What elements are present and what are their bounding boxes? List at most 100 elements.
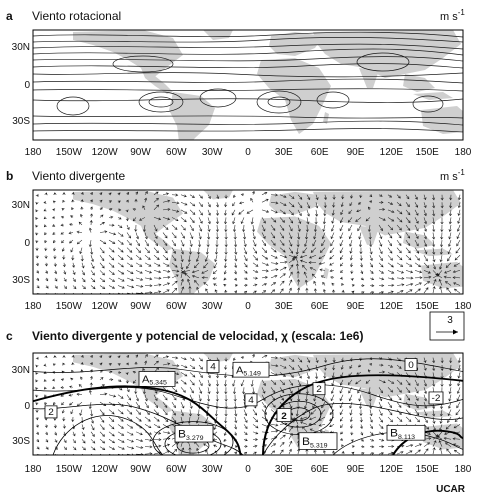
- wind-arrow: [414, 239, 419, 247]
- lon-tick-label: 0: [245, 301, 251, 312]
- wind-arrow: [45, 270, 48, 274]
- wind-arrow: [231, 209, 236, 216]
- wind-arrow: [279, 364, 287, 369]
- wind-arrow: [405, 194, 410, 200]
- wind-arrow: [153, 247, 159, 254]
- wind-arrow: [189, 209, 196, 215]
- wind-arrow: [186, 262, 191, 269]
- wind-arrow: [144, 232, 148, 240]
- wind-arrow: [180, 240, 185, 247]
- wind-arrow: [288, 232, 293, 240]
- wind-arrow: [309, 267, 317, 271]
- wind-arrow: [117, 277, 125, 282]
- wind-arrow: [270, 232, 276, 239]
- wind-arrow: [288, 217, 294, 224]
- wind-arrow: [252, 240, 257, 247]
- wind-arrow: [108, 285, 116, 289]
- wind-arrow: [340, 202, 344, 208]
- wind-arrow: [135, 191, 138, 195]
- wind-arrow: [423, 409, 428, 417]
- wind-arrow: [207, 379, 211, 387]
- wind-arrow: [180, 202, 188, 206]
- wind-arrow: [368, 394, 372, 402]
- wind-arrow: [302, 247, 308, 254]
- lon-tick-label: 180: [455, 301, 472, 312]
- wind-arrow: [51, 378, 56, 382]
- wind-arrow: [63, 439, 67, 444]
- wind-arrow: [135, 431, 143, 436]
- wind-arrow: [69, 401, 74, 406]
- wind-arrow: [270, 289, 276, 294]
- wind-arrow: [243, 255, 248, 262]
- wind-arrow: [396, 194, 401, 199]
- lat-tick-30s: 30S: [12, 436, 30, 447]
- wind-arrow: [243, 277, 248, 280]
- wind-arrow: [117, 208, 122, 212]
- wind-arrow: [369, 284, 375, 288]
- wind-arrow: [132, 370, 137, 374]
- wind-arrow: [215, 372, 219, 379]
- wind-arrow: [440, 232, 444, 240]
- panel-a-letter: a: [6, 9, 13, 23]
- panel-c: c Viento divergente y potencial de veloc…: [6, 329, 472, 475]
- wind-arrow: [323, 450, 326, 455]
- panel-b-title: Viento divergente: [32, 169, 126, 183]
- wind-arrow: [203, 282, 209, 286]
- lon-tick-label: 90W: [130, 147, 151, 158]
- extrema-label: B5.319: [302, 436, 328, 449]
- panel-a-title: Viento rotacional: [32, 9, 121, 23]
- wind-arrow: [153, 191, 159, 195]
- wind-arrow: [330, 387, 335, 394]
- wind-arrow: [135, 262, 143, 267]
- wind-arrow: [81, 446, 86, 451]
- wind-arrow: [162, 255, 169, 261]
- wind-arrow: [215, 224, 219, 233]
- wind-arrow: [414, 255, 420, 261]
- contour-labels: 2 4 2 2 4 0 -2: [44, 358, 444, 422]
- wind-arrow: [369, 409, 373, 417]
- wind-arrow: [288, 194, 295, 199]
- wind-arrow: [279, 209, 286, 215]
- wind-arrow: [162, 289, 170, 294]
- wind-arrow: [454, 255, 461, 261]
- lon-tick-label: 60E: [311, 301, 329, 312]
- wind-arrow: [288, 271, 293, 279]
- wind-arrow: [331, 217, 335, 224]
- lon-tick-label: 0: [245, 147, 251, 158]
- wind-arrow: [423, 270, 431, 274]
- wind-arrow: [340, 364, 344, 370]
- wind-arrow: [270, 356, 279, 360]
- wind-arrow: [126, 409, 133, 415]
- wind-arrow: [270, 239, 276, 246]
- wind-arrow: [358, 240, 363, 248]
- wind-arrow: [63, 285, 67, 289]
- wind-arrow: [194, 280, 200, 286]
- wind-arrow: [350, 431, 354, 436]
- wind-arrow: [368, 206, 371, 210]
- wind-arrow: [405, 217, 411, 224]
- wind-arrow: [332, 194, 336, 200]
- wind-arrow: [358, 201, 362, 205]
- panel-b-map: [32, 189, 464, 295]
- wind-arrow: [80, 255, 84, 262]
- wind-arrow: [44, 240, 48, 244]
- wind-arrow: [387, 451, 394, 455]
- wind-arrow: [405, 289, 413, 294]
- wind-arrow: [215, 394, 219, 402]
- wind-arrow: [63, 270, 67, 275]
- wind-arrow: [339, 416, 344, 422]
- wind-arrow: [405, 387, 411, 394]
- wind-arrow: [54, 292, 58, 294]
- wind-arrow: [180, 357, 187, 361]
- wind-arrow: [387, 445, 395, 448]
- wind-arrow: [35, 409, 39, 413]
- wind-arrow: [215, 402, 219, 410]
- wind-arrow: [302, 264, 308, 271]
- wind-arrow: [457, 194, 461, 201]
- wind-arrow: [432, 262, 437, 270]
- wind-arrow: [339, 255, 344, 260]
- wind-arrow: [108, 262, 115, 268]
- wind-arrow: [319, 429, 326, 433]
- lon-tick-label: 90W: [130, 464, 151, 475]
- wind-arrow: [234, 283, 238, 287]
